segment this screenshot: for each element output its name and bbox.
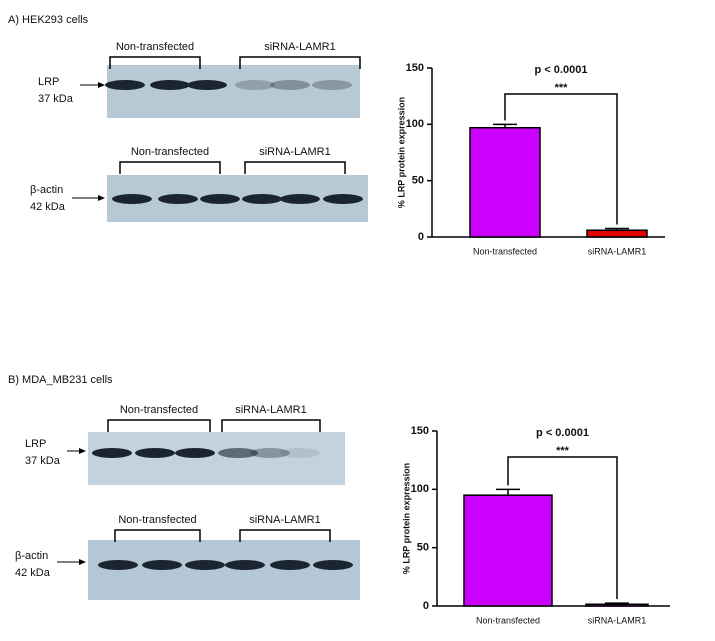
blot-band: [242, 194, 282, 204]
blot-band: [175, 448, 215, 458]
significance: ***: [555, 82, 569, 94]
blot-band: [135, 448, 175, 458]
group-bracket: [244, 161, 346, 174]
blot-band: [112, 194, 152, 204]
group-label: Non-transfected: [118, 514, 196, 526]
arrow-head: [98, 195, 105, 201]
group-label: Non-transfected: [116, 41, 194, 53]
y-tick-label: 0: [418, 231, 424, 243]
group-label: siRNA-LAMR1: [235, 404, 307, 416]
blot-band: [185, 560, 225, 570]
group-label: Non-transfected: [120, 404, 198, 416]
protein-label: β-actin: [15, 550, 48, 562]
blot-band: [280, 194, 320, 204]
blot-band: [158, 194, 198, 204]
bar: [585, 603, 649, 607]
error-bar: [496, 488, 520, 496]
bar: [586, 229, 648, 238]
blot-band: [313, 560, 353, 570]
blot-band: [235, 80, 275, 90]
blot-band: [187, 80, 227, 90]
significance: ***: [556, 445, 570, 457]
blot-band: [105, 80, 145, 90]
group-label: Non-transfected: [131, 146, 209, 158]
blot-band: [312, 80, 352, 90]
blot-image: [88, 432, 345, 485]
p-value: p < 0.0001: [536, 427, 589, 439]
arrow-head: [79, 559, 86, 565]
panel-label: A) HEK293 cells: [8, 14, 89, 26]
blot-band: [98, 560, 138, 570]
y-axis-label: % LRP protein expression: [396, 97, 406, 208]
arrow-head: [79, 448, 86, 454]
y-tick-label: 150: [411, 425, 429, 437]
protein-size: 37 kDa: [38, 93, 74, 105]
blot-band: [218, 448, 258, 458]
y-axis-label: % LRP protein expression: [401, 463, 411, 574]
group-bracket: [114, 529, 201, 542]
blot-image: [107, 65, 360, 118]
significance-bracket: [504, 93, 618, 225]
group-label: siRNA-LAMR1: [264, 41, 336, 53]
y-tick-label: 0: [423, 600, 429, 612]
x-tick-label: Non-transfected: [476, 615, 540, 625]
x-tick-label: Non-transfected: [473, 246, 537, 256]
bar: [463, 494, 553, 607]
panel-label: B) MDA_MB231 cells: [8, 374, 113, 386]
group-bracket: [109, 56, 201, 69]
error-bar: [493, 123, 517, 128]
group-bracket: [107, 419, 211, 432]
protein-size: 37 kDa: [25, 455, 61, 467]
arrow-head: [98, 82, 105, 88]
protein-label: LRP: [38, 76, 59, 88]
bar: [469, 126, 541, 238]
significance-bracket: [507, 456, 618, 600]
blot-band: [150, 80, 190, 90]
blot-band: [250, 448, 290, 458]
protein-size: 42 kDa: [15, 567, 51, 579]
blot-image: [88, 540, 360, 600]
blot-band: [270, 80, 310, 90]
x-tick-label: siRNA-LAMR1: [588, 615, 647, 625]
protein-label: LRP: [25, 438, 46, 450]
error-bar: [605, 227, 629, 231]
blot-band: [92, 448, 132, 458]
blot-band: [225, 560, 265, 570]
y-tick-label: 100: [406, 118, 424, 130]
y-tick-label: 50: [412, 175, 424, 187]
error-bar: [605, 602, 629, 605]
group-bracket: [119, 161, 221, 174]
y-tick-label: 100: [411, 483, 429, 495]
protein-size: 42 kDa: [30, 201, 66, 213]
p-value: p < 0.0001: [535, 64, 588, 76]
blot-band: [280, 448, 320, 458]
group-bracket: [239, 56, 361, 69]
blot-band: [323, 194, 363, 204]
group-label: siRNA-LAMR1: [249, 514, 321, 526]
group-label: siRNA-LAMR1: [259, 146, 331, 158]
x-tick-label: siRNA-LAMR1: [588, 246, 647, 256]
blot-band: [270, 560, 310, 570]
blot-band: [200, 194, 240, 204]
y-tick-label: 150: [406, 62, 424, 74]
group-bracket: [239, 529, 331, 542]
protein-label: β-actin: [30, 184, 63, 196]
group-bracket: [221, 419, 321, 432]
blot-band: [142, 560, 182, 570]
y-tick-label: 50: [417, 542, 429, 554]
